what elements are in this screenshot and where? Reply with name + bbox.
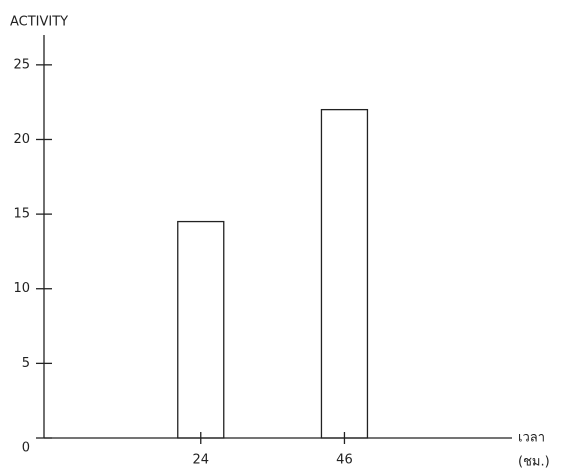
- bar: [321, 110, 367, 438]
- y-tick-label: 5: [22, 356, 30, 371]
- y-tick-label: 15: [13, 207, 30, 222]
- y-tick-label: 10: [13, 281, 30, 296]
- chart: ACTIVITY เวลา (ชม.) 0 5 10 15 20 25 24 46: [0, 0, 574, 474]
- x-tick-label: 46: [336, 453, 353, 468]
- y-tick-label: 0: [22, 441, 30, 456]
- x-tick-label: 24: [192, 453, 209, 468]
- bar: [178, 222, 224, 438]
- y-axis-title: ACTIVITY: [10, 15, 68, 30]
- x-axis-unit: (ชม.): [518, 455, 550, 470]
- y-tick-label: 25: [13, 57, 30, 72]
- y-tick-label: 20: [13, 132, 30, 147]
- x-axis-title: เวลา: [518, 431, 545, 446]
